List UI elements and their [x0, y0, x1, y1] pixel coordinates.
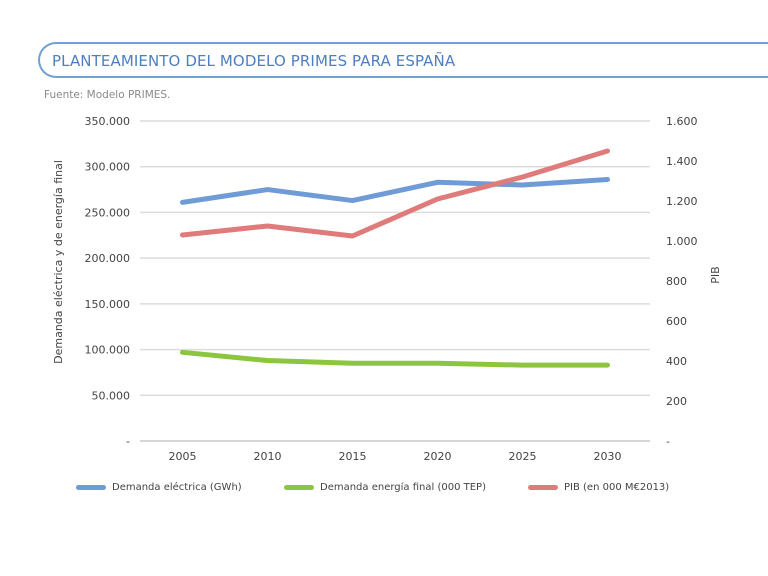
legend-item-demanda-energia: Demanda energía final (000 TEP) [284, 480, 486, 494]
x-tick-label: 2015 [339, 450, 367, 463]
x-tick-label: 2010 [254, 450, 282, 463]
legend-swatch [76, 484, 106, 490]
legend-label: Demanda eléctrica (GWh) [112, 481, 242, 493]
y2-tick-label: 1.000 [666, 235, 698, 248]
x-tick-label: 2030 [594, 450, 622, 463]
title-frame [38, 42, 768, 78]
x-tick-label: 2020 [424, 450, 452, 463]
y2-tick-label: 1.200 [666, 195, 698, 208]
y2-tick-label: 1.400 [666, 155, 698, 168]
legend-item-demanda-electrica: Demanda eléctrica (GWh) [76, 480, 242, 494]
y-tick-label: 150.000 [85, 298, 131, 311]
y-axis-label: Demanda eléctrica y de energía final [52, 160, 65, 364]
legend-swatch [528, 484, 558, 490]
legend-item-pib: PIB (en 000 M€2013) [528, 480, 669, 494]
series-line-2 [180, 148, 610, 239]
x-tick-label: 2005 [169, 450, 197, 463]
y2-tick-label: 200 [666, 395, 687, 408]
y2-tick-label: 600 [666, 315, 687, 328]
chart-source: Fuente: Modelo PRIMES. [44, 89, 171, 101]
series-line-0 [180, 177, 610, 205]
y2-tick-label: 400 [666, 355, 687, 368]
series-line-1 [180, 349, 610, 368]
y-tick-label: 250.000 [85, 206, 131, 219]
y2-axis-label: PIB [709, 266, 722, 283]
legend-swatch [284, 484, 314, 490]
x-tick-label: 2025 [509, 450, 537, 463]
y-tick-label: 50.000 [92, 389, 131, 402]
legend-label: PIB (en 000 M€2013) [564, 481, 670, 493]
chart-title: PLANTEAMIENTO DEL MODELO PRIMES PARA ESP… [52, 52, 456, 70]
legend-label: Demanda energía final (000 TEP) [320, 481, 486, 493]
y2-tick-label: 1.600 [666, 115, 698, 128]
y-tick-label: 200.000 [85, 252, 131, 265]
y-tick-label: - [126, 435, 130, 448]
y2-tick-label: - [666, 435, 670, 448]
y-tick-label: 300.000 [85, 161, 131, 174]
y-tick-label: 100.000 [85, 344, 131, 357]
y2-tick-label: 800 [666, 275, 687, 288]
y-tick-label: 350.000 [85, 115, 131, 128]
